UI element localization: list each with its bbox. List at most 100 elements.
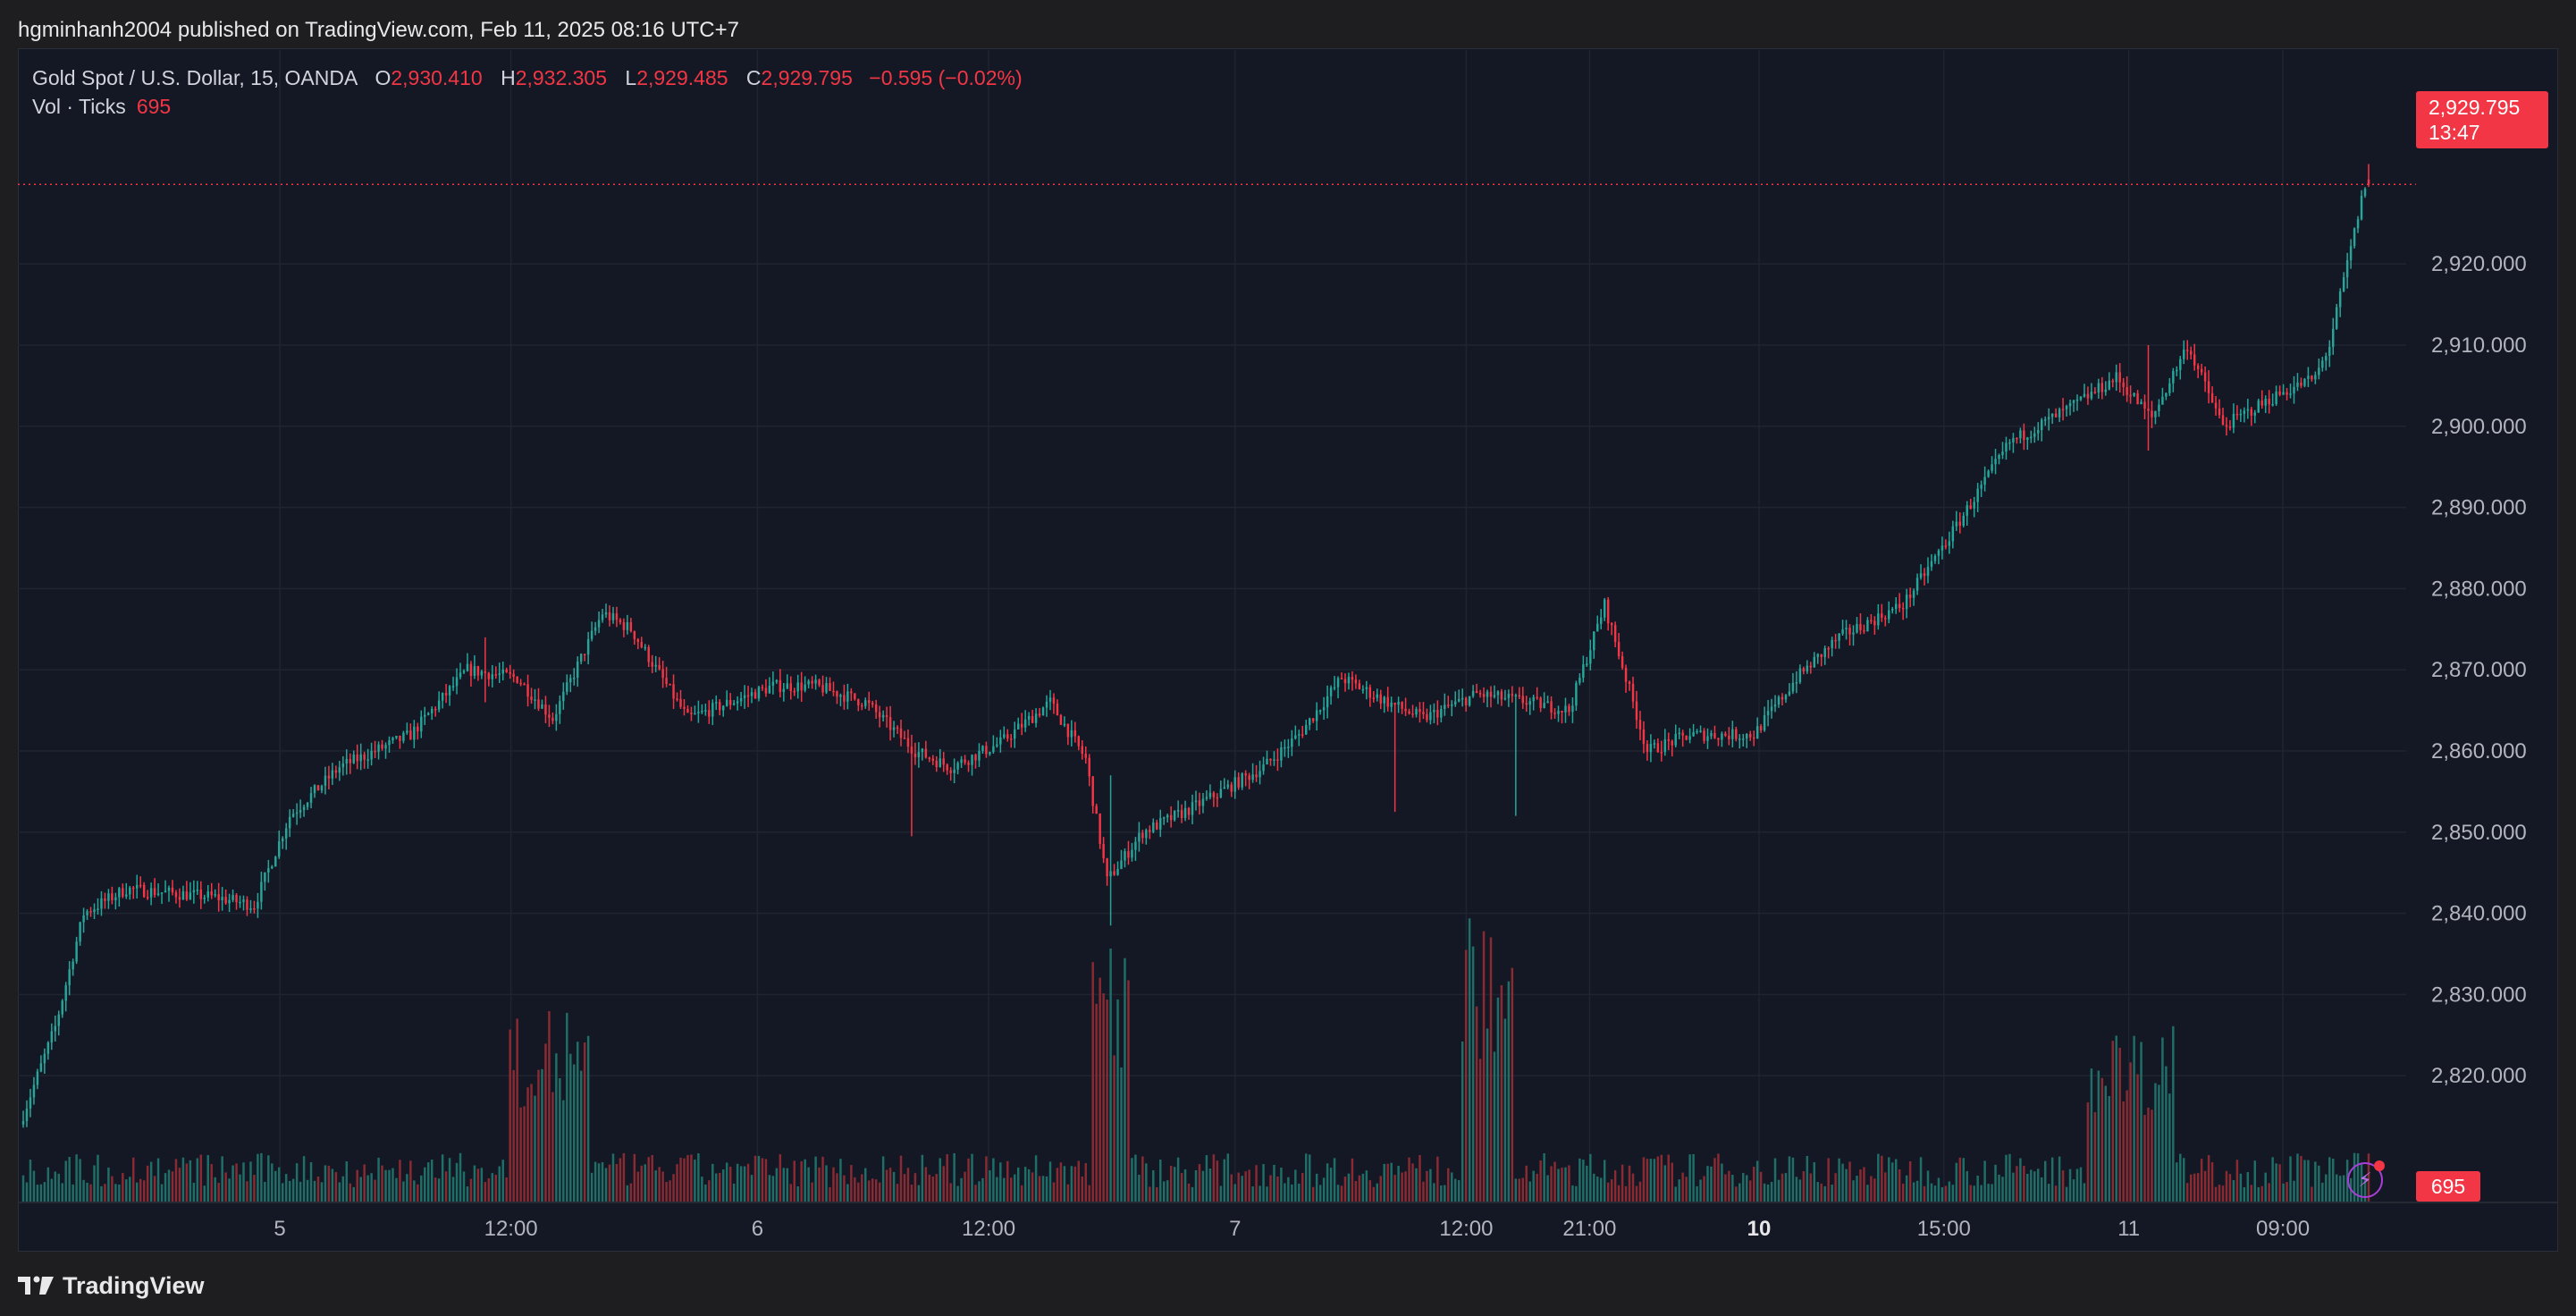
volume-value: 695 <box>136 95 172 118</box>
candle-body <box>349 758 352 763</box>
volume-bar <box>1706 1166 1709 1202</box>
volume-bar <box>295 1163 299 1202</box>
volume-bar <box>676 1164 678 1202</box>
candle-body <box>2360 195 2363 220</box>
candle-body <box>1284 747 1286 749</box>
volume-bar <box>1586 1165 1588 1202</box>
volume-bar <box>2232 1179 2235 1202</box>
candle-body <box>629 622 633 632</box>
candle-body <box>1308 718 1311 725</box>
volume-bar <box>196 1158 199 1202</box>
candle-body <box>232 895 234 900</box>
volume-bar <box>719 1172 721 1202</box>
volume-bar <box>971 1153 973 1202</box>
volume-bar <box>1066 1184 1070 1202</box>
volume-bar <box>257 1153 259 1202</box>
symbol-label[interactable]: Gold Spot / U.S. Dollar, 15, OANDA <box>32 66 358 89</box>
candle-body <box>149 888 153 898</box>
candle-body <box>978 750 981 761</box>
volume-bar <box>1201 1170 1205 1202</box>
price-tick-label: 2,840.000 <box>2431 902 2527 926</box>
volume-bar <box>1877 1153 1880 1202</box>
candle-body <box>129 887 131 895</box>
candle-body <box>1806 665 1809 671</box>
candle-body <box>341 763 345 768</box>
candle-body <box>1084 754 1087 758</box>
volume-bar <box>494 1174 498 1202</box>
volume-bar <box>569 1053 572 1202</box>
candle-body <box>728 699 732 705</box>
volume-bar <box>1784 1173 1788 1202</box>
candle-body <box>566 682 568 692</box>
candle-body <box>271 866 274 869</box>
volume-label[interactable]: Vol · Ticks <box>32 95 126 118</box>
volume-bar <box>125 1179 128 1202</box>
candle-body <box>2104 389 2108 392</box>
candle-body <box>487 672 491 679</box>
candle-body <box>2214 402 2218 409</box>
candle-body <box>1624 667 1628 682</box>
volume-bar <box>1724 1174 1727 1202</box>
candle-body <box>1908 595 1912 598</box>
volume-bar <box>1116 999 1119 1202</box>
volume-bar <box>2193 1173 2196 1202</box>
candle-body <box>1550 701 1553 713</box>
volume-bar <box>736 1163 739 1202</box>
volume-bar <box>1006 1160 1009 1202</box>
volume-bar <box>906 1168 910 1202</box>
lightning-bolt-icon[interactable]: ⚡ <box>2347 1160 2385 1198</box>
volume-bar <box>1244 1171 1247 1202</box>
volume-bar <box>149 1161 153 1202</box>
candle-body <box>381 744 383 749</box>
volume-bar <box>1568 1165 1570 1202</box>
candle-body <box>505 669 508 672</box>
volume-bar <box>420 1175 423 1202</box>
volume-bar <box>2268 1183 2270 1202</box>
candle-body <box>1461 697 1464 700</box>
candle-body <box>814 679 817 684</box>
candle-body <box>2275 391 2277 404</box>
volume-bar <box>89 1184 92 1202</box>
candle-body <box>1926 567 1930 577</box>
candle-body <box>1660 752 1663 754</box>
candle-body <box>761 687 764 688</box>
price-tick-label: 2,850.000 <box>2431 821 2527 845</box>
volume-bar <box>1016 1167 1020 1202</box>
volume-bar <box>1426 1170 1428 1202</box>
volume-bar <box>559 1077 561 1202</box>
volume-bar <box>1820 1183 1823 1202</box>
volume-bar <box>2008 1153 2011 1202</box>
price-chart[interactable]: 2,920.000 2,910.000 2,900.000 2,890.000 2,88… <box>18 48 2558 1252</box>
candle-body <box>1827 648 1830 650</box>
volume-bar <box>2186 1183 2189 1202</box>
candle-body <box>181 891 185 900</box>
volume-bar <box>1436 1156 1439 1202</box>
candle-body <box>2253 412 2257 416</box>
candle-body <box>2054 413 2058 418</box>
candle-body <box>753 692 757 699</box>
candle-body <box>771 681 775 687</box>
volume-bar <box>1926 1170 1930 1202</box>
candle-body <box>711 703 714 717</box>
candle-body <box>579 654 583 662</box>
time-tick-label: 10 <box>1747 1217 1772 1241</box>
volume-bar <box>111 1176 114 1202</box>
volume-bar <box>1397 1166 1400 1202</box>
candle-body <box>857 699 860 705</box>
volume-bar <box>800 1160 803 1202</box>
volume-bar <box>2165 1066 2168 1202</box>
candle-body <box>1027 716 1031 720</box>
candle-body <box>316 785 320 791</box>
volume-bar <box>444 1171 448 1202</box>
time-tick-label: 12:00 <box>962 1217 1015 1241</box>
volume-bar <box>555 1053 558 1202</box>
candle-body <box>530 696 533 701</box>
volume-bar <box>2214 1186 2218 1202</box>
volume-bar <box>1546 1175 1549 1202</box>
candle-body <box>1418 709 1421 713</box>
tradingview-logo-icon[interactable] <box>18 1275 54 1296</box>
volume-bar <box>1919 1157 1923 1202</box>
volume-bar <box>985 1156 988 1202</box>
brand-name[interactable]: TradingView <box>63 1271 205 1299</box>
volume-bar <box>753 1155 757 1202</box>
